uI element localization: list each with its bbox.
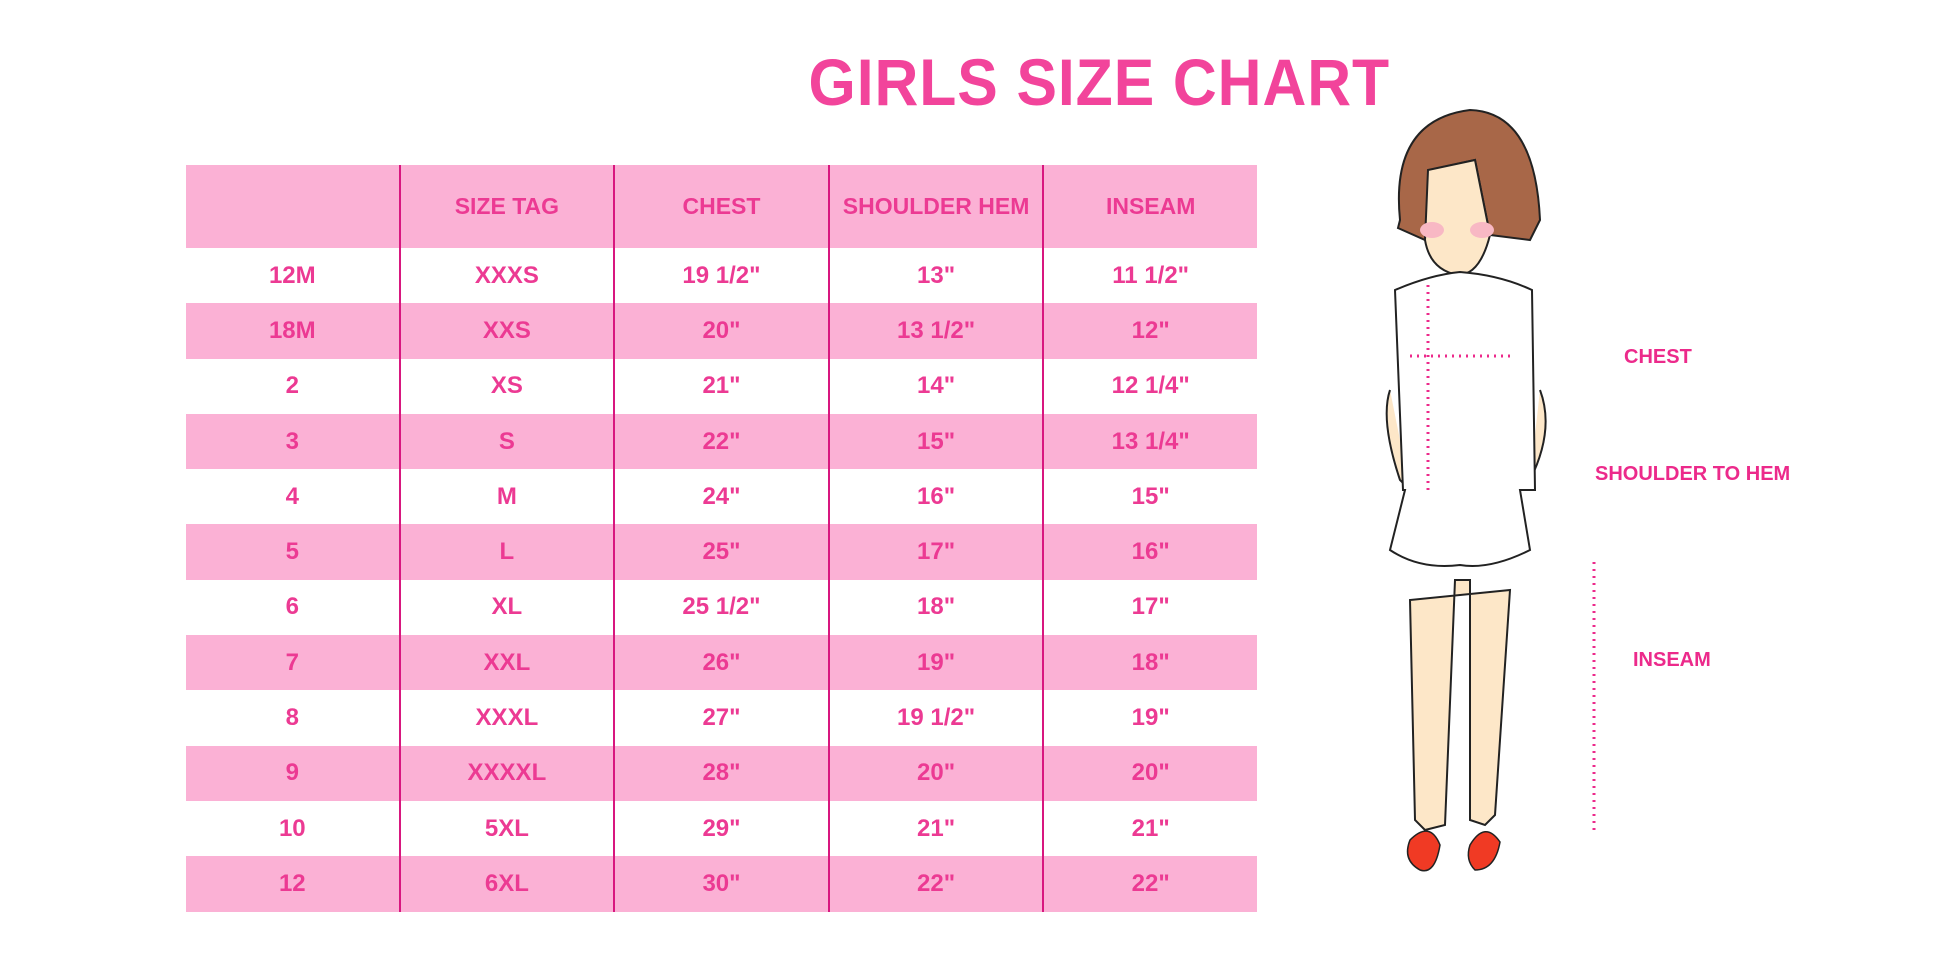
table-cell: XXL — [398, 635, 614, 691]
table-cell: 10 — [278, 814, 306, 842]
chest-label: CHEST — [1624, 346, 1692, 368]
table-cell: 2 — [285, 372, 299, 400]
girl-illustration — [1385, 108, 1596, 872]
table-cell: 5XL — [398, 800, 614, 857]
table-cell: 29" — [613, 800, 828, 857]
table-cell: 16" — [1042, 524, 1257, 580]
table-row: 9 XXXXL 28" 20" 20" — [186, 745, 1257, 801]
table-cell: 20" — [613, 303, 828, 359]
table-cell: 20" — [1042, 745, 1257, 801]
table-row: 8 XXXL 27" 19 1/2" 19" — [186, 690, 1257, 746]
table-row: 3 S 22" 15" 13 1/4" — [186, 413, 1257, 470]
table-cell: 18M — [268, 316, 316, 344]
table-cell: 13 1/2" — [827, 303, 1043, 359]
table-cell: XXXL — [398, 690, 614, 746]
table-cell: S — [398, 413, 614, 470]
table-cell: 21" — [1042, 800, 1257, 857]
table-row: 12M XXXS 19 1/2" 13" 11 1/2" — [186, 248, 1257, 304]
table-cell: 17" — [1042, 579, 1257, 636]
table-cell: 5 — [285, 538, 299, 566]
table-cell: 21" — [613, 358, 828, 414]
table-cell: 14" — [827, 358, 1043, 414]
table-cell: 27" — [613, 690, 828, 746]
table-cell: 16" — [827, 469, 1043, 525]
table-cell: 22" — [827, 856, 1043, 912]
table-cell: XS — [398, 358, 614, 414]
table-cell: 11 1/2" — [1042, 248, 1257, 304]
table-cell: 12 1/4" — [1042, 358, 1257, 414]
table-cell: XXXS — [398, 248, 614, 304]
table-cell: 28" — [613, 745, 828, 801]
table-row: 5 L 25" 17" 16" — [186, 524, 1257, 580]
table-row: 12 6XL 30" 22" 22" — [186, 856, 1257, 912]
page-title: GIRLS SIZE CHART — [808, 45, 1390, 119]
table-cell: 7 — [285, 648, 299, 676]
inseam-label: INSEAM — [1633, 649, 1711, 671]
table-cell: 6XL — [398, 856, 614, 912]
table-header: SIZE TAG CHEST SHOULDER HEM INSEAM — [186, 165, 1257, 248]
table-row: 4 M 24" 16" 15" — [186, 469, 1257, 525]
table-cell: 30" — [613, 856, 828, 912]
table-cell: 17" — [827, 524, 1043, 580]
size-table: SIZE TAG CHEST SHOULDER HEM INSEAM 12M XX… — [186, 165, 1257, 912]
table-cell: 15" — [827, 413, 1043, 470]
table-cell: L — [398, 524, 614, 580]
table-cell: 22" — [613, 413, 828, 470]
header-cell: INSEAM — [1042, 165, 1257, 248]
table-row: 7 XXL 26" 19" 18" — [186, 635, 1257, 691]
table-cell: 19" — [827, 635, 1043, 691]
table-cell: 18" — [827, 579, 1043, 636]
table-row: 18M XXS 20" 13 1/2" 12" — [186, 303, 1257, 359]
table-cell: 20" — [827, 745, 1043, 801]
header-cell: SIZE TAG — [398, 165, 614, 248]
table-row: 10 5XL 29" 21" 21" — [186, 800, 1257, 857]
table-cell: 3 — [285, 427, 299, 455]
shoulder-to-hem-label: SHOULDER TO HEM — [1595, 463, 1791, 485]
table-cell: 9 — [285, 759, 299, 787]
table-cell: 12 — [278, 869, 306, 897]
header-cell: CHEST — [613, 165, 828, 248]
table-cell: 19 1/2" — [613, 248, 828, 304]
table-cell: 21" — [827, 800, 1043, 857]
table-row: 2 XS 21" 14" 12 1/4" — [186, 358, 1257, 414]
table-cell: 4 — [285, 482, 299, 510]
table-cell: XL — [398, 579, 614, 636]
table-cell: 8 — [285, 704, 299, 732]
table-row: 6 XL 25 1/2" 18" 17" — [186, 579, 1257, 636]
table-cell: 15" — [1042, 469, 1257, 525]
table-cell: 25 1/2" — [613, 579, 828, 636]
table-cell: M — [398, 469, 614, 525]
table-cell: 13 1/4" — [1042, 413, 1257, 470]
header-cell — [186, 165, 399, 248]
table-cell: 26" — [613, 635, 828, 691]
table-cell: 25" — [613, 524, 828, 580]
header-cell: SHOULDER HEM — [827, 165, 1043, 248]
table-cell: 13" — [827, 248, 1043, 304]
table-cell: 22" — [1042, 856, 1257, 912]
table-cell: 6 — [285, 593, 299, 621]
table-cell: 12M — [268, 261, 316, 289]
table-cell: XXS — [398, 303, 614, 359]
table-cell: 18" — [1042, 635, 1257, 691]
table-cell: 19 1/2" — [827, 690, 1043, 746]
table-cell: 12" — [1042, 303, 1257, 359]
table-cell: 19" — [1042, 690, 1257, 746]
table-cell: XXXXL — [398, 745, 614, 801]
table-cell: 24" — [613, 469, 828, 525]
